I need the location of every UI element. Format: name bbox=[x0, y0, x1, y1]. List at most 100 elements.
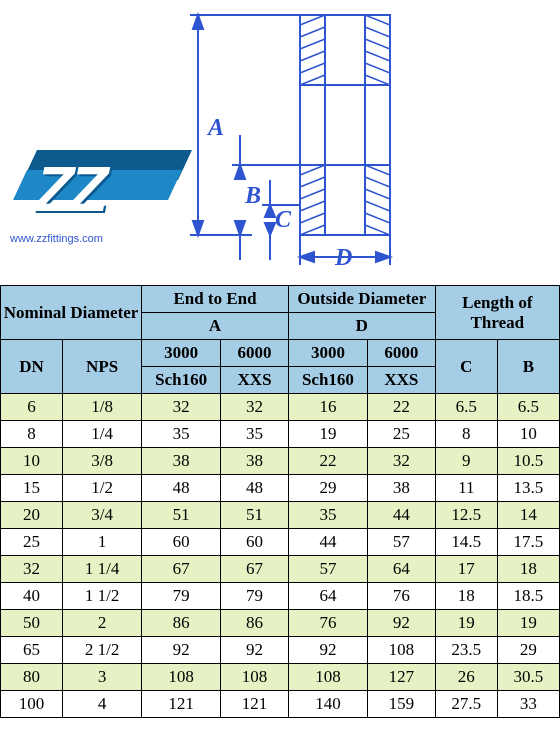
table-row: 203/45151354412.514 bbox=[1, 502, 560, 529]
cell-a6: 32 bbox=[221, 394, 289, 421]
cell-nps: 2 1/2 bbox=[63, 637, 142, 664]
table-row: 321 1/4676757641718 bbox=[1, 556, 560, 583]
hdr-d-sch160: Sch160 bbox=[288, 367, 367, 394]
cell-c: 11 bbox=[435, 475, 497, 502]
fitting-diagram: A B C D bbox=[180, 5, 440, 275]
cell-b: 19 bbox=[497, 610, 559, 637]
hdr-nps: NPS bbox=[63, 340, 142, 394]
dim-label-d: D bbox=[334, 245, 352, 271]
cell-d6: 44 bbox=[367, 502, 435, 529]
hdr-d-xxs: XXS bbox=[367, 367, 435, 394]
cell-nps: 1/2 bbox=[63, 475, 142, 502]
cell-c: 19 bbox=[435, 610, 497, 637]
cell-nps: 1 1/4 bbox=[63, 556, 142, 583]
cell-d6: 38 bbox=[367, 475, 435, 502]
hdr-a-sch160: Sch160 bbox=[142, 367, 221, 394]
cell-c: 8 bbox=[435, 421, 497, 448]
table-row: 652 1/292929210823.529 bbox=[1, 637, 560, 664]
table-row: 401 1/2797964761818.5 bbox=[1, 583, 560, 610]
cell-d6: 76 bbox=[367, 583, 435, 610]
table-header: Nominal Diameter End to End Outside Diam… bbox=[1, 286, 560, 394]
dim-label-b: B bbox=[244, 183, 261, 209]
hdr-outside-diameter: Outside Diameter bbox=[288, 286, 435, 313]
cell-a6: 38 bbox=[221, 448, 289, 475]
cell-c: 27.5 bbox=[435, 691, 497, 718]
cell-d6: 22 bbox=[367, 394, 435, 421]
hdr-a-6000: 6000 bbox=[221, 340, 289, 367]
hdr-length-of-thread: Length of Thread bbox=[435, 286, 559, 340]
logo-text: ZZ bbox=[35, 152, 103, 226]
cell-dn: 100 bbox=[1, 691, 63, 718]
table-row: 61/8323216226.56.5 bbox=[1, 394, 560, 421]
cell-dn: 6 bbox=[1, 394, 63, 421]
cell-dn: 15 bbox=[1, 475, 63, 502]
cell-c: 9 bbox=[435, 448, 497, 475]
cell-d3: 29 bbox=[288, 475, 367, 502]
hdr-d-6000: 6000 bbox=[367, 340, 435, 367]
zz-logo: ZZ www.zzfittings.com bbox=[10, 140, 195, 220]
cell-a6: 48 bbox=[221, 475, 289, 502]
diagram-area: A B C D ZZ www.zzfittings.com bbox=[0, 0, 560, 285]
cell-nps: 4 bbox=[63, 691, 142, 718]
cell-b: 29 bbox=[497, 637, 559, 664]
table-body: 61/8323216226.56.581/435351925810103/838… bbox=[1, 394, 560, 718]
cell-c: 12.5 bbox=[435, 502, 497, 529]
cell-dn: 8 bbox=[1, 421, 63, 448]
table-row: 103/838382232910.5 bbox=[1, 448, 560, 475]
cell-a6: 67 bbox=[221, 556, 289, 583]
hdr-a-3000: 3000 bbox=[142, 340, 221, 367]
cell-b: 30.5 bbox=[497, 664, 559, 691]
cell-a6: 121 bbox=[221, 691, 289, 718]
cell-a3: 51 bbox=[142, 502, 221, 529]
cell-a6: 92 bbox=[221, 637, 289, 664]
hdr-d: D bbox=[288, 313, 435, 340]
cell-nps: 3/4 bbox=[63, 502, 142, 529]
cell-a3: 92 bbox=[142, 637, 221, 664]
table-row: 8031081081081272630.5 bbox=[1, 664, 560, 691]
cell-nps: 3/8 bbox=[63, 448, 142, 475]
cell-d6: 92 bbox=[367, 610, 435, 637]
cell-a3: 35 bbox=[142, 421, 221, 448]
hdr-a-xxs: XXS bbox=[221, 367, 289, 394]
cell-a3: 108 bbox=[142, 664, 221, 691]
cell-dn: 50 bbox=[1, 610, 63, 637]
cell-c: 6.5 bbox=[435, 394, 497, 421]
cell-b: 14 bbox=[497, 502, 559, 529]
hdr-end-to-end: End to End bbox=[142, 286, 289, 313]
cell-d3: 57 bbox=[288, 556, 367, 583]
cell-d6: 64 bbox=[367, 556, 435, 583]
cell-d6: 32 bbox=[367, 448, 435, 475]
cell-a6: 108 bbox=[221, 664, 289, 691]
cell-a3: 67 bbox=[142, 556, 221, 583]
cell-d3: 44 bbox=[288, 529, 367, 556]
cell-nps: 1 1/2 bbox=[63, 583, 142, 610]
cell-a6: 86 bbox=[221, 610, 289, 637]
cell-d3: 140 bbox=[288, 691, 367, 718]
table-row: 502868676921919 bbox=[1, 610, 560, 637]
cell-d3: 22 bbox=[288, 448, 367, 475]
cell-d3: 92 bbox=[288, 637, 367, 664]
cell-a3: 86 bbox=[142, 610, 221, 637]
cell-dn: 40 bbox=[1, 583, 63, 610]
site-url: www.zzfittings.com bbox=[10, 233, 103, 245]
dim-label-c: C bbox=[275, 207, 292, 233]
cell-d3: 35 bbox=[288, 502, 367, 529]
cell-b: 10.5 bbox=[497, 448, 559, 475]
cell-a6: 79 bbox=[221, 583, 289, 610]
cell-b: 13.5 bbox=[497, 475, 559, 502]
table-row: 81/435351925810 bbox=[1, 421, 560, 448]
cell-nps: 2 bbox=[63, 610, 142, 637]
cell-d6: 108 bbox=[367, 637, 435, 664]
cell-a3: 60 bbox=[142, 529, 221, 556]
cell-nps: 3 bbox=[63, 664, 142, 691]
cell-d3: 16 bbox=[288, 394, 367, 421]
cell-a3: 79 bbox=[142, 583, 221, 610]
hdr-d-3000: 3000 bbox=[288, 340, 367, 367]
cell-b: 17.5 bbox=[497, 529, 559, 556]
cell-d6: 25 bbox=[367, 421, 435, 448]
cell-b: 6.5 bbox=[497, 394, 559, 421]
cell-c: 23.5 bbox=[435, 637, 497, 664]
cell-a6: 51 bbox=[221, 502, 289, 529]
cell-d3: 19 bbox=[288, 421, 367, 448]
cell-a3: 48 bbox=[142, 475, 221, 502]
